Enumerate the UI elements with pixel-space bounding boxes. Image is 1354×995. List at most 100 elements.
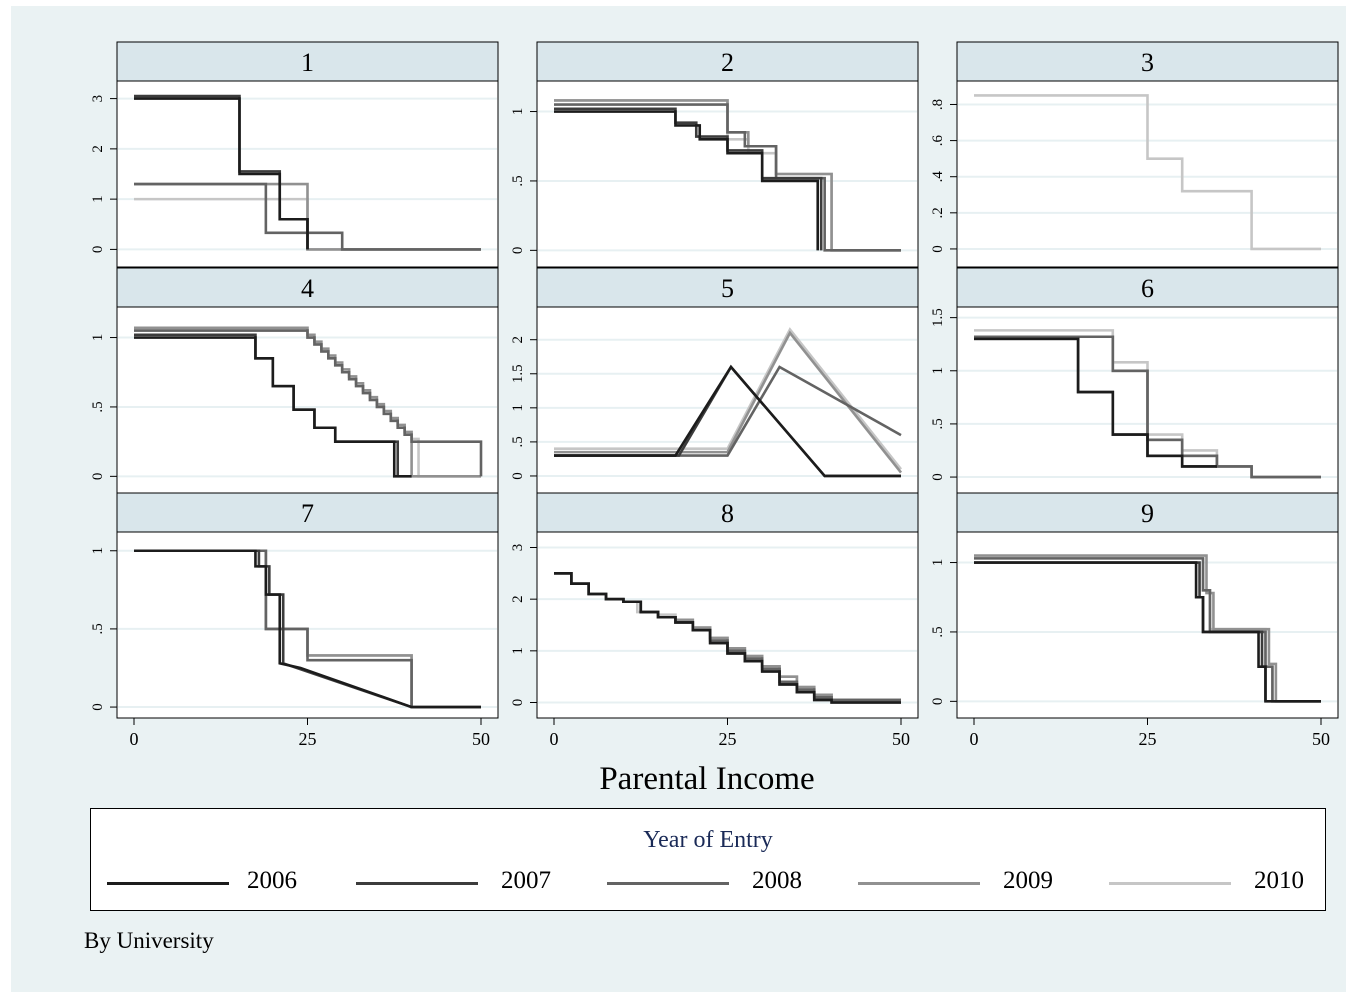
panel-strip-1 <box>116 41 499 82</box>
plot-area-9 <box>956 531 1339 719</box>
legend-swatch-2008 <box>607 882 729 885</box>
x-tick-label: 0 <box>550 729 559 749</box>
y-tick-label: .5 <box>930 626 946 637</box>
panel-title-7: 7 <box>301 499 314 528</box>
series-line-2006 <box>974 561 1321 703</box>
panel-strip-9 <box>956 492 1339 533</box>
series-line-2006 <box>134 549 481 709</box>
x-tick-label: 25 <box>719 729 737 749</box>
x-axis-label: Parental Income <box>599 761 814 797</box>
legend-swatch-2006 <box>107 882 229 885</box>
panel-strip-7 <box>116 492 499 533</box>
x-tick-label: 50 <box>892 729 910 749</box>
y-tick-label: .5 <box>90 623 106 634</box>
panel-title-5: 5 <box>721 274 734 303</box>
y-tick-label: 0 <box>90 473 106 481</box>
y-tick-label: 1 <box>90 334 106 342</box>
y-tick-label: 0 <box>510 472 526 480</box>
y-tick-label: 3 <box>510 544 526 552</box>
panel-strip-4 <box>116 267 499 308</box>
y-tick-label: 0 <box>510 699 526 707</box>
y-tick-label: 1 <box>90 547 106 555</box>
legend-title: Year of Entry <box>643 827 773 853</box>
y-tick-label: 1 <box>930 559 946 567</box>
legend-label-2010: 2010 <box>1254 867 1304 894</box>
y-tick-label: .5 <box>930 418 946 429</box>
y-tick-label: .5 <box>510 436 526 447</box>
y-tick-label: 3 <box>90 95 106 103</box>
series-line-2007 <box>134 549 413 709</box>
series-line-2008 <box>134 549 481 709</box>
panel-7: 7 0 .5 1 0 25 50 <box>90 492 499 749</box>
y-tick-label: .8 <box>930 99 946 110</box>
y-tick-label: 0 <box>930 473 946 481</box>
x-tick-label: 0 <box>970 729 979 749</box>
panel-6: 6 0 .5 1 1.5 <box>930 267 1339 494</box>
series-line-2008 <box>554 103 901 252</box>
series-line-2006 <box>554 110 820 251</box>
y-tick-label: 2 <box>510 336 526 344</box>
panel-9: 9 0 .5 1 0 25 50 <box>930 492 1339 749</box>
y-tick-label: 0 <box>510 247 526 255</box>
series-line-2009 <box>974 554 1321 703</box>
panel-title-1: 1 <box>301 48 314 77</box>
panel-strip-2 <box>536 41 919 82</box>
series-line-2008 <box>134 329 483 477</box>
panel-3: 3 0 .2 .4 .6 .8 <box>930 41 1339 268</box>
y-tick-label: 1 <box>930 367 946 375</box>
panel-title-3: 3 <box>1141 48 1154 77</box>
series-line-2006 <box>974 337 1217 468</box>
legend-swatch-2010 <box>1109 882 1231 885</box>
y-tick-label: .2 <box>930 207 946 218</box>
legend: Year of Entry 2006 2007 2008 2009 2010 <box>90 808 1326 911</box>
y-tick-label: 2 <box>510 595 526 603</box>
panel-8: 8 0 1 2 3 0 25 50 <box>510 492 919 749</box>
series-line-2010 <box>974 94 1321 251</box>
y-tick-label: 0 <box>90 703 106 711</box>
y-tick-label: .4 <box>930 171 946 183</box>
panel-grid: 1012320.5130.2.4.6.840.5150.511.5260.511… <box>90 41 1339 749</box>
panel-title-2: 2 <box>721 48 734 77</box>
series-line-2006 <box>134 336 412 478</box>
panel-strip-3 <box>956 41 1339 82</box>
chart-note: By University <box>84 928 214 953</box>
series-line-2010 <box>554 327 903 470</box>
y-tick-label: 0 <box>930 698 946 706</box>
y-tick-label: 1 <box>510 108 526 116</box>
legend-label-2008: 2008 <box>752 867 802 894</box>
legend-label-2006: 2006 <box>247 867 297 894</box>
panel-1: 1 0 1 2 3 <box>90 41 499 268</box>
panel-5: 5 0 .5 1 1.5 2 <box>510 267 919 494</box>
y-tick-label: 1.5 <box>930 308 946 327</box>
legend-swatch-2009 <box>858 882 980 885</box>
panel-title-6: 6 <box>1141 274 1154 303</box>
x-tick-label: 50 <box>1312 729 1330 749</box>
panel-strip-8 <box>536 492 919 533</box>
plot-area-5 <box>536 306 919 494</box>
y-tick-label: 1.5 <box>510 364 526 383</box>
panel-strip-6 <box>956 267 1339 308</box>
x-tick-label: 25 <box>299 729 317 749</box>
series-line-2006 <box>134 97 309 250</box>
y-tick-label: 0 <box>930 245 946 253</box>
plot-area-7 <box>116 531 499 719</box>
legend-label-2007: 2007 <box>501 867 551 894</box>
x-tick-label: 50 <box>472 729 490 749</box>
panel-strip-5 <box>536 267 919 308</box>
panel-4: 40.51 <box>90 267 499 494</box>
y-tick-label: .5 <box>510 175 526 186</box>
y-tick-label: 1 <box>510 647 526 655</box>
panel-title-8: 8 <box>721 499 734 528</box>
y-tick-label: 2 <box>90 145 106 153</box>
plot-area-8 <box>536 531 919 719</box>
y-tick-label: 0 <box>90 246 106 254</box>
panel-title-9: 9 <box>1141 499 1154 528</box>
legend-label-2009: 2009 <box>1003 867 1053 894</box>
y-tick-label: .5 <box>90 401 106 412</box>
legend-swatch-2007 <box>356 882 478 885</box>
panel-2: 20.51 <box>510 41 919 268</box>
panel-title-4: 4 <box>301 274 314 303</box>
series-line-2006 <box>554 364 901 478</box>
y-tick-label: .6 <box>930 134 946 146</box>
